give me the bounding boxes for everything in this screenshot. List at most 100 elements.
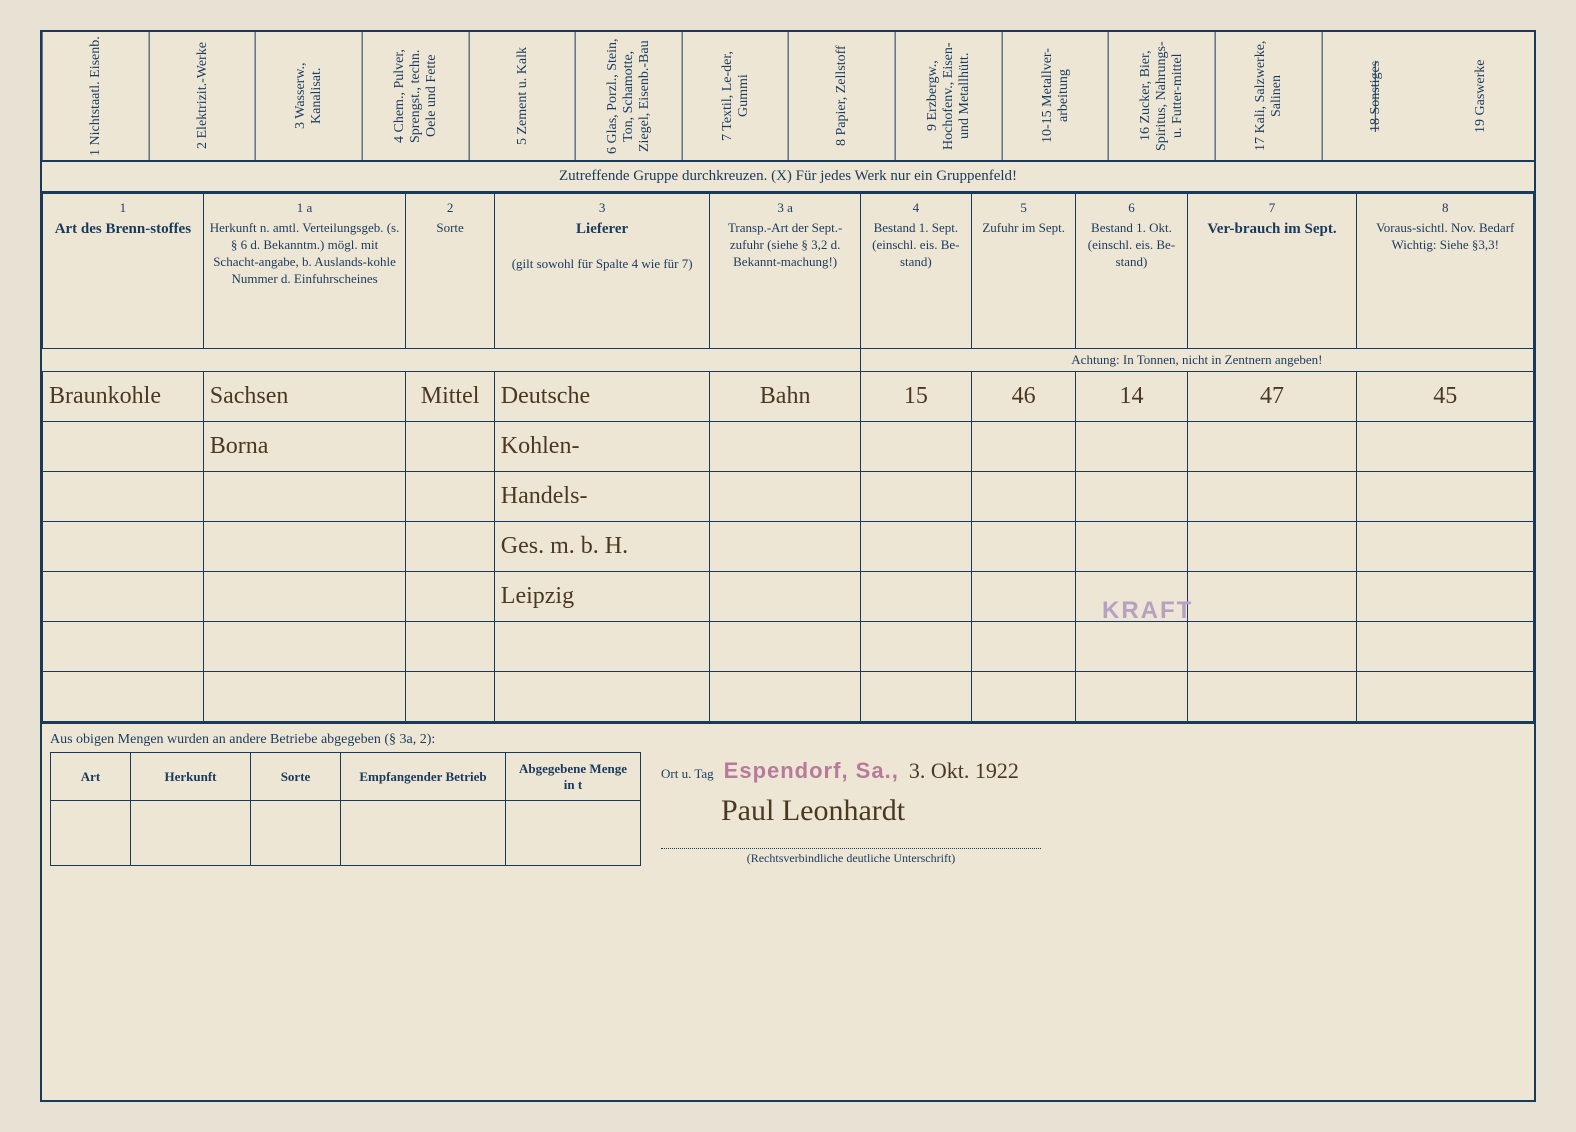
cell [494,622,710,672]
table-row: Ges. m. b. H. [43,522,1534,572]
cell: 47 [1187,372,1357,422]
footer-col-header: Sorte [251,753,341,801]
cell [1187,572,1357,622]
cell [406,522,494,572]
cell: Kohlen- [494,422,710,472]
signature-line [661,848,1041,849]
cell [203,672,406,722]
cell [710,572,860,622]
cell: 14 [1076,372,1187,422]
footer-col-header: Abgegebene Menge in t [506,753,641,801]
cell [860,672,971,722]
cell [43,572,204,622]
footer-col-header: Art [51,753,131,801]
cell: Handels- [494,472,710,522]
table-row: Borna Kohlen- [43,422,1534,472]
cell [710,622,860,672]
category-cell: 9 Erzbergw., Hochofenv., Eisen- und Meta… [895,32,1002,160]
col-header-7: 7 Ver-brauch im Sept. [1187,194,1357,349]
col-header-4: 4 Bestand 1. Sept. (einschl. eis. Be-sta… [860,194,971,349]
cell [1187,422,1357,472]
col-header-8: 8 Voraus-sichtl. Nov. Bedarf Wichtig: Si… [1357,194,1534,349]
cell: Bahn [710,372,860,422]
cell [1187,472,1357,522]
location-stamp: Espendorf, Sa., [724,758,899,784]
cell: Borna [203,422,406,472]
attention-note: Achtung: In Tonnen, nicht in Zentnern an… [860,349,1533,372]
cell [1357,422,1534,472]
table-row: Handels- [43,472,1534,522]
cell [43,472,204,522]
cell: Sachsen [203,372,406,422]
footer-col-header: Herkunft [131,753,251,801]
cell: 45 [1357,372,1534,422]
category-cell: 18 Sonstiges [1322,32,1429,160]
cell: 46 [971,372,1076,422]
ort-tag-label: Ort u. Tag [661,766,714,782]
cell [203,572,406,622]
cell [860,522,971,572]
cell [710,522,860,572]
cell [1357,622,1534,672]
category-cell: 5 Zement u. Kalk [469,32,576,160]
cell [1187,672,1357,722]
cell: Leipzig [494,572,710,622]
cell [1357,572,1534,622]
cell [1076,472,1187,522]
footer-title: Aus obigen Mengen wurden an andere Betri… [50,728,1526,752]
table-row [43,672,1534,722]
cell: Braunkohle [43,372,204,422]
category-row: 1 Nichtstaatl. Eisenb.2 Elektrizit.-Werk… [42,32,1534,162]
cell [860,422,971,472]
cell [971,622,1076,672]
category-cell: 10-15 Metallver-arbeitung [1002,32,1109,160]
footer-section: Aus obigen Mengen wurden an andere Betri… [42,722,1534,870]
category-cell: 3 Wasserw., Kanalisat. [255,32,362,160]
cell [710,472,860,522]
cell: 15 [860,372,971,422]
cell [1187,522,1357,572]
category-cell: 6 Glas, Porzl., Stein, Ton, Schamotte, Z… [575,32,682,160]
main-table: 1 Art des Brenn-stoffes 1 a Herkunft n. … [42,193,1534,722]
cell [406,422,494,472]
cell [1076,622,1187,672]
date-handwritten: 3. Okt. 1922 [909,758,1019,784]
cell [406,672,494,722]
col-header-3a: 3 a Transp.-Art der Sept.-zufuhr (siehe … [710,194,860,349]
cell: Mittel [406,372,494,422]
signature: Paul Leonhardt [721,794,1526,828]
cell [1076,672,1187,722]
category-cell: 7 Textil, Le-der, Gummi [682,32,789,160]
cell [710,422,860,472]
cell [203,472,406,522]
cell [203,622,406,672]
cell [860,472,971,522]
category-cell: 4 Chem., Pulver, Sprengst., techn. Oele … [362,32,469,160]
cell [971,522,1076,572]
cell: Ges. m. b. H. [494,522,710,572]
kraft-stamp: KRAFT [1102,597,1193,625]
cell [406,622,494,672]
col-header-6: 6 Bestand 1. Okt. (einschl. eis. Be-stan… [1076,194,1187,349]
cell [1357,672,1534,722]
cell [1357,522,1534,572]
footer-table: ArtHerkunftSorteEmpfangender BetriebAbge… [50,752,641,866]
table-row [43,622,1534,672]
cell [43,422,204,472]
col-header-2: 2 Sorte [406,194,494,349]
col-header-1: 1 Art des Brenn-stoffes [43,194,204,349]
col-header-1a: 1 a Herkunft n. amtl. Verteilungsgeb. (s… [203,194,406,349]
category-cell: 2 Elektrizit.-Werke [149,32,256,160]
cell: Deutsche [494,372,710,422]
category-cell: 1 Nichtstaatl. Eisenb. [42,32,149,160]
cell [710,672,860,722]
signature-area: Ort u. Tag Espendorf, Sa., 3. Okt. 1922 … [641,752,1526,866]
cell [971,572,1076,622]
category-cell: 16 Zucker, Bier, Spiritus, Nahrungs-u. F… [1108,32,1215,160]
group-instruction: Zutreffende Gruppe durchkreuzen. (X) Für… [42,162,1534,193]
footer-col-header: Empfangender Betrieb [341,753,506,801]
form-container: 1 Nichtstaatl. Eisenb.2 Elektrizit.-Werk… [40,30,1536,1102]
col-header-5: 5 Zufuhr im Sept. [971,194,1076,349]
cell [43,672,204,722]
table-row: BraunkohleSachsenMittelDeutscheBahn15461… [43,372,1534,422]
